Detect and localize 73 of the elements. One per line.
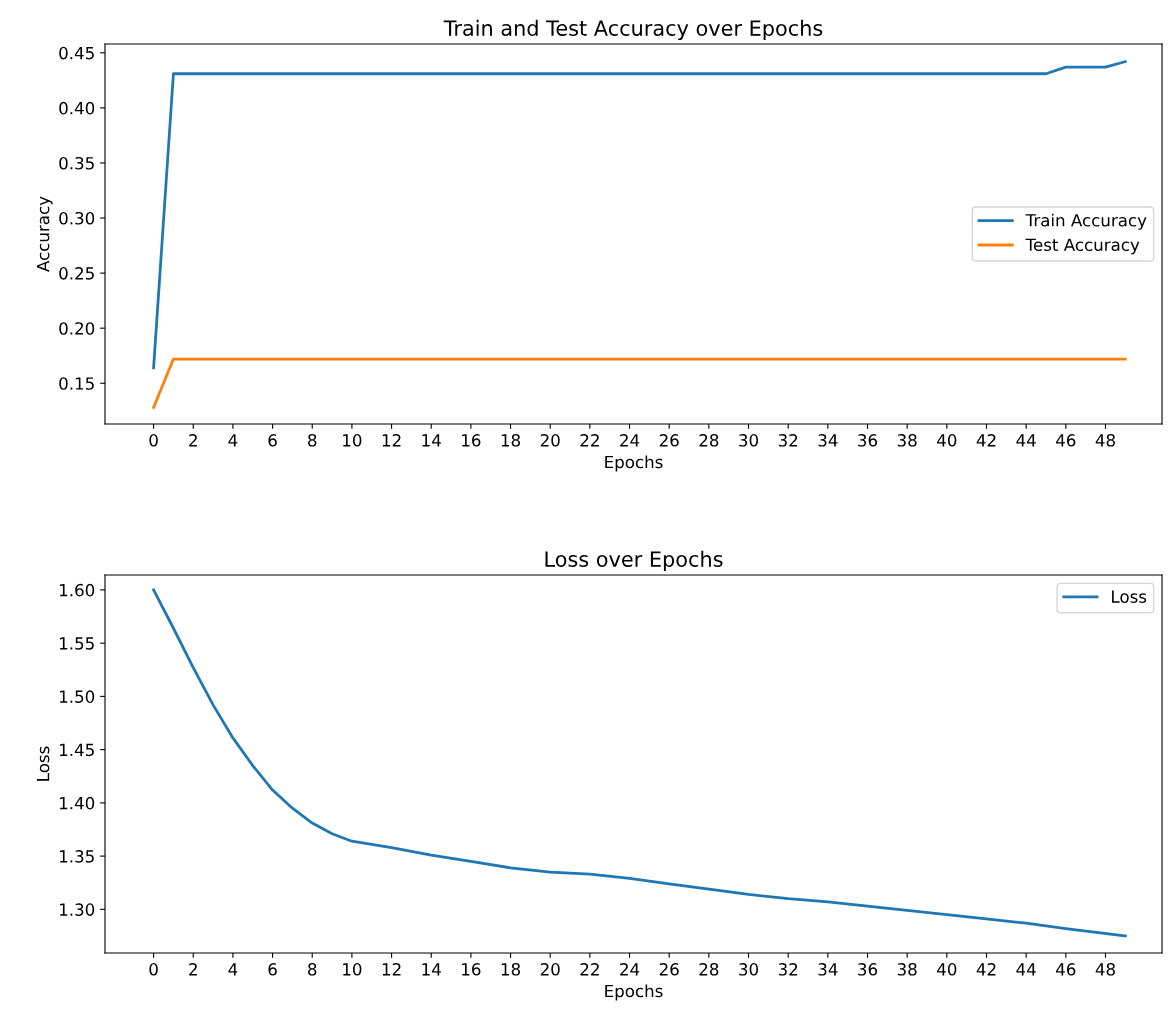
chart-title: Loss over Epochs [545, 550, 723, 571]
x-tick-label: 26 [659, 434, 679, 447]
x-tick-label: 10 [343, 434, 362, 447]
y-tick-label: 1.45 [60, 743, 94, 757]
x-tick-label: 4 [228, 434, 238, 447]
legend-label: Test Accuracy [1025, 238, 1140, 255]
y-tick-label: 0.40 [59, 101, 95, 115]
chart-title: Train and Test Accuracy over Epochs [443, 19, 823, 40]
y-tick-label: 0.25 [59, 267, 94, 280]
x-tick-label: 0 [149, 434, 158, 447]
x-tick-label: 14 [422, 434, 441, 447]
x-tick-label: 20 [540, 963, 560, 976]
x-tick-label: 16 [462, 963, 481, 976]
x-tick-label: 24 [620, 963, 640, 976]
x-tick-label: 14 [422, 963, 441, 976]
y-tick-label: 1.55 [60, 637, 94, 650]
y-tick-label: 0.20 [59, 322, 95, 335]
y-tick-label: 1.30 [60, 903, 95, 916]
y-axis-title: Accuracy [37, 196, 53, 272]
x-tick-label: 26 [659, 963, 679, 976]
legend-label: Train Accuracy [1025, 213, 1147, 230]
x-tick-label: 36 [858, 434, 878, 447]
x-tick-label: 30 [739, 963, 759, 976]
x-tick-label: 46 [1056, 434, 1076, 447]
x-tick-label: 6 [268, 963, 277, 976]
x-tick-label: 12 [382, 963, 401, 976]
x-tick-label: 42 [976, 434, 996, 447]
x-tick-label: 8 [308, 963, 317, 976]
y-tick-label: 1.40 [60, 796, 95, 810]
x-tick-label: 32 [778, 963, 798, 976]
x-tick-label: 28 [699, 434, 719, 447]
x-tick-label: 2 [189, 434, 197, 447]
x-tick-label: 6 [268, 434, 277, 447]
x-tick-label: 34 [818, 434, 838, 447]
x-tick-label: 48 [1095, 963, 1115, 976]
y-tick-label: 0.15 [59, 377, 94, 390]
x-tick-label: 8 [308, 434, 317, 447]
x-tick-label: 24 [620, 434, 640, 447]
x-tick-label: 22 [580, 434, 599, 447]
x-tick-label: 30 [739, 434, 759, 447]
x-axis-title: Epochs [605, 984, 663, 1001]
y-tick-label: 0.35 [59, 156, 94, 170]
x-tick-label: 48 [1095, 434, 1115, 447]
y-tick-label: 1.50 [60, 690, 95, 703]
x-tick-label: 12 [382, 434, 401, 447]
x-tick-label: 44 [1016, 963, 1036, 976]
x-tick-label: 10 [343, 963, 362, 976]
x-tick-label: 38 [897, 434, 917, 447]
x-tick-label: 46 [1056, 963, 1076, 976]
x-tick-label: 42 [976, 963, 996, 976]
x-tick-label: 34 [818, 963, 838, 976]
x-tick-label: 28 [699, 963, 719, 976]
y-tick-label: 0.30 [59, 211, 95, 225]
y-axis-title: Loss [37, 746, 50, 781]
x-tick-label: 0 [149, 963, 158, 976]
y-tick-label: 1.60 [60, 583, 95, 597]
x-tick-label: 36 [858, 963, 878, 976]
legend-label: Loss [1112, 590, 1147, 603]
x-tick-label: 40 [937, 434, 957, 447]
y-tick-label: 1.35 [60, 850, 94, 863]
x-axis-title: Epochs [605, 455, 663, 472]
x-tick-label: 44 [1016, 434, 1036, 447]
x-tick-label: 4 [228, 963, 238, 976]
x-tick-label: 40 [937, 963, 957, 976]
x-tick-label: 18 [501, 963, 521, 976]
x-tick-label: 22 [580, 963, 599, 976]
x-tick-label: 2 [189, 963, 197, 976]
x-tick-label: 20 [540, 434, 560, 447]
x-tick-label: 16 [462, 434, 481, 447]
y-tick-label: 0.45 [59, 46, 94, 60]
x-tick-label: 32 [778, 434, 798, 447]
x-tick-label: 18 [501, 434, 521, 447]
x-tick-label: 38 [897, 963, 917, 976]
